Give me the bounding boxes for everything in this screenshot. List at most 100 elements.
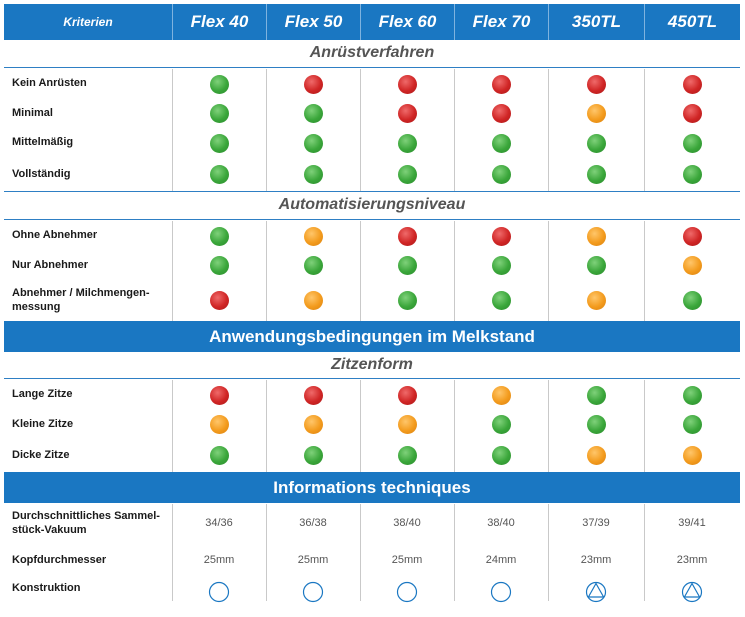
column-separator bbox=[644, 69, 645, 191]
column-separator bbox=[548, 380, 549, 472]
table-cell bbox=[454, 221, 548, 251]
column-separator bbox=[266, 69, 267, 191]
table-row: Konstruktion bbox=[4, 575, 740, 609]
column-separator bbox=[454, 69, 455, 191]
status-dot-red bbox=[397, 226, 417, 246]
status-dot-green bbox=[491, 290, 511, 310]
column-separator bbox=[644, 380, 645, 472]
table-cell bbox=[266, 99, 360, 128]
table-cell bbox=[548, 380, 644, 410]
status-dot-green bbox=[303, 256, 323, 275]
table-cell bbox=[360, 99, 454, 128]
table-cell: 39/41 bbox=[644, 504, 740, 542]
table-cell bbox=[548, 251, 644, 280]
status-dot-red bbox=[586, 74, 606, 94]
table-row: Vollständig bbox=[4, 158, 740, 191]
table-cell bbox=[266, 410, 360, 439]
status-dot-red bbox=[397, 385, 417, 405]
table-row: Kleine Zitze bbox=[4, 410, 740, 439]
status-dot-green bbox=[586, 415, 606, 434]
status-dot-green bbox=[209, 133, 229, 153]
value-text: 25mm bbox=[391, 554, 423, 566]
row-label: Kein Anrüsten bbox=[12, 77, 87, 89]
status-dot-green bbox=[491, 415, 511, 434]
table-cell bbox=[454, 251, 548, 280]
status-dot-green bbox=[397, 445, 417, 465]
status-dot-red bbox=[682, 74, 702, 94]
row-label: Konstruktion bbox=[12, 582, 81, 594]
table-cell bbox=[172, 280, 266, 320]
table-cell: 38/40 bbox=[454, 504, 548, 542]
table-cell bbox=[360, 69, 454, 99]
column-separator bbox=[454, 504, 455, 601]
band-informations-techniques: Informations techniques bbox=[4, 472, 740, 503]
status-dot-green bbox=[586, 256, 606, 275]
status-dot-orange bbox=[682, 445, 702, 465]
status-dot-green bbox=[303, 445, 323, 465]
status-dot-red bbox=[682, 226, 702, 246]
table-cell: 24mm bbox=[454, 545, 548, 575]
table-header: Kriterien Flex 40 Flex 50 Flex 60 Flex 7… bbox=[4, 4, 740, 40]
table-cell bbox=[454, 575, 548, 609]
table-cell: 23mm bbox=[644, 545, 740, 575]
table-cell: 37/39 bbox=[548, 504, 644, 542]
criteria-header: Kriterien bbox=[63, 15, 113, 29]
status-dot-green bbox=[397, 165, 417, 184]
table-row: Minimal bbox=[4, 99, 740, 128]
status-dot-red bbox=[303, 74, 323, 94]
status-dot-green bbox=[491, 445, 511, 465]
value-text: 23mm bbox=[676, 554, 708, 566]
row-label: Vollständig bbox=[12, 168, 71, 180]
column-separator bbox=[172, 221, 173, 321]
table-cell bbox=[454, 99, 548, 128]
column-separator bbox=[360, 69, 361, 191]
table-cell bbox=[360, 280, 454, 320]
section-title-automatisierungsniveau: Automatisierungsniveau bbox=[278, 196, 466, 213]
column-header-flex40: Flex 40 bbox=[172, 4, 266, 40]
value-text: 24mm bbox=[485, 554, 517, 566]
table-cell bbox=[360, 128, 454, 158]
table-cell: 25mm bbox=[266, 545, 360, 575]
table-cell: 23mm bbox=[548, 545, 644, 575]
table-cell bbox=[172, 128, 266, 158]
status-dot-orange bbox=[586, 226, 606, 246]
table-cell: 34/36 bbox=[172, 504, 266, 542]
column-separator bbox=[266, 504, 267, 601]
table-cell bbox=[172, 251, 266, 280]
status-dot-orange bbox=[397, 415, 417, 434]
status-dot-red bbox=[303, 385, 323, 405]
table-cell bbox=[360, 221, 454, 251]
table-cell: 25mm bbox=[172, 545, 266, 575]
table-row: Kopfdurchmesser 25mm 25mm 25mm 24mm 23mm 23mm bbox=[4, 545, 740, 575]
table-cell bbox=[644, 99, 740, 128]
status-dot-orange bbox=[586, 290, 606, 310]
table-cell bbox=[172, 380, 266, 410]
status-dot-green bbox=[397, 256, 417, 275]
row-label: Minimal bbox=[12, 107, 53, 119]
table-cell bbox=[360, 158, 454, 191]
table-row: Durchschnittliches Sammel- stück-Vakuum 3… bbox=[4, 504, 740, 542]
table-cell bbox=[360, 439, 454, 471]
band-anwendungsbedingungen: Anwendungsbedingungen im Melkstand bbox=[4, 321, 740, 352]
table-cell bbox=[644, 221, 740, 251]
table-cell bbox=[360, 575, 454, 609]
table-cell: 36/38 bbox=[266, 504, 360, 542]
status-dot-red bbox=[491, 104, 511, 123]
status-dot-green bbox=[491, 256, 511, 275]
column-separator bbox=[454, 380, 455, 472]
table-cell bbox=[360, 380, 454, 410]
value-text: 34/36 bbox=[205, 517, 233, 529]
status-dot-red bbox=[491, 226, 511, 246]
column-separator bbox=[644, 221, 645, 321]
status-dot-green bbox=[209, 104, 229, 123]
value-text: 38/40 bbox=[393, 517, 421, 529]
table-cell bbox=[266, 69, 360, 99]
column-separator bbox=[172, 69, 173, 191]
circle-icon bbox=[302, 581, 324, 603]
table-row: Mittelmäßig bbox=[4, 128, 740, 158]
status-dot-red bbox=[682, 104, 702, 123]
table-cell bbox=[644, 280, 740, 320]
triangle-circle-icon bbox=[681, 581, 703, 603]
table-cell bbox=[360, 410, 454, 439]
row-label: Lange Zitze bbox=[12, 388, 73, 400]
